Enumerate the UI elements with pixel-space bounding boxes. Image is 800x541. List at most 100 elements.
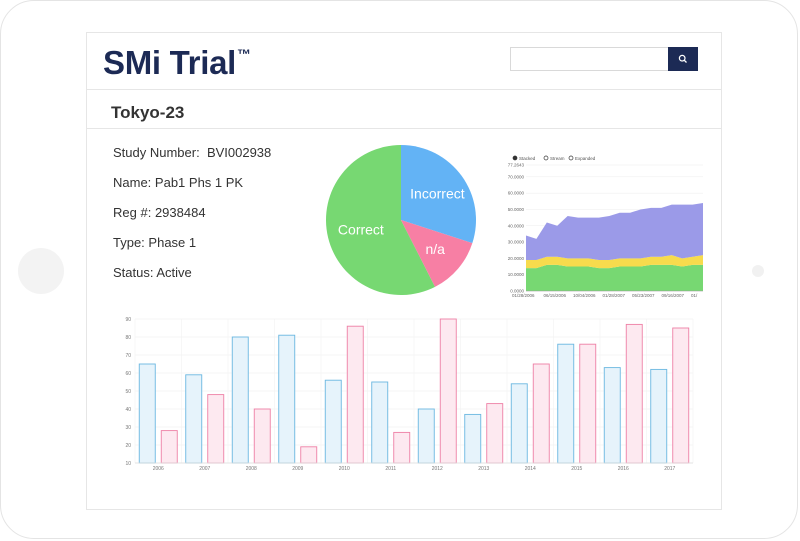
area-series-top xyxy=(526,202,703,261)
area-series-low xyxy=(526,264,703,291)
bar-x-tick: 2007 xyxy=(199,466,210,472)
bar-x-tick: 2008 xyxy=(246,466,257,472)
study-number: Study Number: BVI002938 xyxy=(113,145,271,160)
study-reg-value: 2938484 xyxy=(154,205,206,220)
bar-y-tick: 30 xyxy=(125,425,131,431)
title-divider xyxy=(87,128,721,129)
area-y-tick: 60.0000 xyxy=(508,191,525,196)
study-reg-label: Reg #: xyxy=(113,205,152,220)
search-bar xyxy=(510,47,698,71)
legend-label: Stream xyxy=(550,156,565,161)
area-x-tick: 06/15/2006 xyxy=(544,293,567,298)
logo[interactable]: SMi Trial™ xyxy=(103,44,251,82)
header: SMi Trial™ xyxy=(87,33,721,89)
study-type: Type: Phase 1 xyxy=(113,235,196,250)
pie-label: Correct xyxy=(338,222,384,238)
bar-blue xyxy=(371,381,389,464)
bar-pink xyxy=(625,323,643,464)
study-name-value: Pab1 Phs 1 PK xyxy=(154,175,244,190)
study-reg: Reg #: 2938484 xyxy=(113,205,206,220)
pie-label: n/a xyxy=(425,241,445,257)
bar-pink xyxy=(300,446,318,464)
study-number-label: Study Number: xyxy=(113,145,200,160)
header-divider xyxy=(87,89,721,90)
bar-x-tick: 2011 xyxy=(385,466,396,472)
legend-marker xyxy=(568,155,574,161)
bar-blue xyxy=(603,367,621,464)
area-y-tick: 30.0000 xyxy=(508,240,525,245)
bar-blue xyxy=(510,383,528,464)
area-y-tick: 77.2643 xyxy=(508,163,525,168)
bar-x-tick: 2016 xyxy=(618,466,629,472)
bar-pink xyxy=(253,408,271,464)
bar-y-tick: 90 xyxy=(125,317,131,323)
study-status-value: Active xyxy=(156,265,192,280)
bar-y-tick: 70 xyxy=(125,353,131,359)
bar-blue xyxy=(324,379,342,464)
study-name-label: Name: xyxy=(113,175,152,190)
bar-x-tick: 2009 xyxy=(292,466,303,472)
bar-x-tick: 2012 xyxy=(432,466,443,472)
bar-blue xyxy=(464,413,482,464)
area-x-tick: 10/04/2006 xyxy=(573,293,596,298)
bar-pink xyxy=(486,403,504,464)
bar-blue xyxy=(417,408,435,464)
area-x-tick: 05/23/2007 xyxy=(632,293,655,298)
pie-label: Incorrect xyxy=(410,186,465,202)
search-input[interactable] xyxy=(510,47,669,71)
brand-name: SMi Trial xyxy=(103,44,237,81)
bar-pink xyxy=(439,318,457,464)
area-y-tick: 10.0000 xyxy=(508,272,525,277)
pie-slice-na xyxy=(401,220,473,287)
area-series-mid xyxy=(526,255,703,269)
area-x-tick: 01/ xyxy=(691,293,698,298)
area-y-tick: 0.0000 xyxy=(510,289,524,294)
study-type-value: Phase 1 xyxy=(148,235,197,250)
area-y-tick: 50.0000 xyxy=(508,207,525,212)
legend-marker xyxy=(543,155,549,161)
home-button[interactable] xyxy=(18,248,64,294)
legend-label: Stacked xyxy=(519,156,536,161)
legend-label: Expanded xyxy=(575,156,596,161)
area-x-tick: 01/28/2006 xyxy=(512,293,535,298)
bar-blue xyxy=(278,334,296,464)
bar-pink xyxy=(160,430,178,464)
bar-y-tick: 80 xyxy=(125,335,131,341)
area-x-tick: 01/28/2007 xyxy=(603,293,626,298)
area-chart: Stacked Stream Expanded 77.2643 70.0000 60.00… xyxy=(508,155,703,298)
bar-x-tick: 2010 xyxy=(339,466,350,472)
study-status-label: Status: xyxy=(113,265,154,280)
study-status: Status: Active xyxy=(113,265,192,280)
study-type-label: Type: xyxy=(113,235,145,250)
app-screen: SMi Trial™ Tokyo-23 Study Number: BVI002… xyxy=(86,32,722,510)
bar-pink xyxy=(672,327,690,464)
bar-blue xyxy=(138,363,156,464)
bar-y-tick: 40 xyxy=(125,407,131,413)
area-y-tick: 20.0000 xyxy=(508,256,525,261)
bar-x-tick: 2014 xyxy=(525,466,536,472)
pie-slice-incorrect xyxy=(401,145,476,244)
bar-x-tick: 2006 xyxy=(153,466,164,472)
bar-pink xyxy=(207,394,225,464)
legend-marker xyxy=(512,155,518,161)
area-y-tick: 70.0000 xyxy=(508,174,525,179)
search-icon xyxy=(678,54,687,63)
area-y-tick: 40.0000 xyxy=(508,223,525,228)
trademark: ™ xyxy=(237,46,251,62)
bar-x-tick: 2013 xyxy=(478,466,489,472)
area-x-tick: 09/16/2007 xyxy=(662,293,685,298)
bar-x-tick: 2015 xyxy=(571,466,582,472)
study-number-value: BVI002938 xyxy=(206,145,272,160)
bar-blue xyxy=(650,368,668,464)
bar-y-tick: 60 xyxy=(125,371,131,377)
bar-y-tick: 50 xyxy=(125,389,131,395)
bar-blue xyxy=(185,374,203,464)
study-name: Name: Pab1 Phs 1 PK xyxy=(113,175,243,190)
camera-dot xyxy=(752,265,764,277)
bar-blue xyxy=(557,343,575,464)
bar-pink xyxy=(393,431,411,464)
search-button[interactable] xyxy=(668,47,698,71)
bar-blue xyxy=(231,336,249,464)
bar-pink xyxy=(532,363,550,464)
